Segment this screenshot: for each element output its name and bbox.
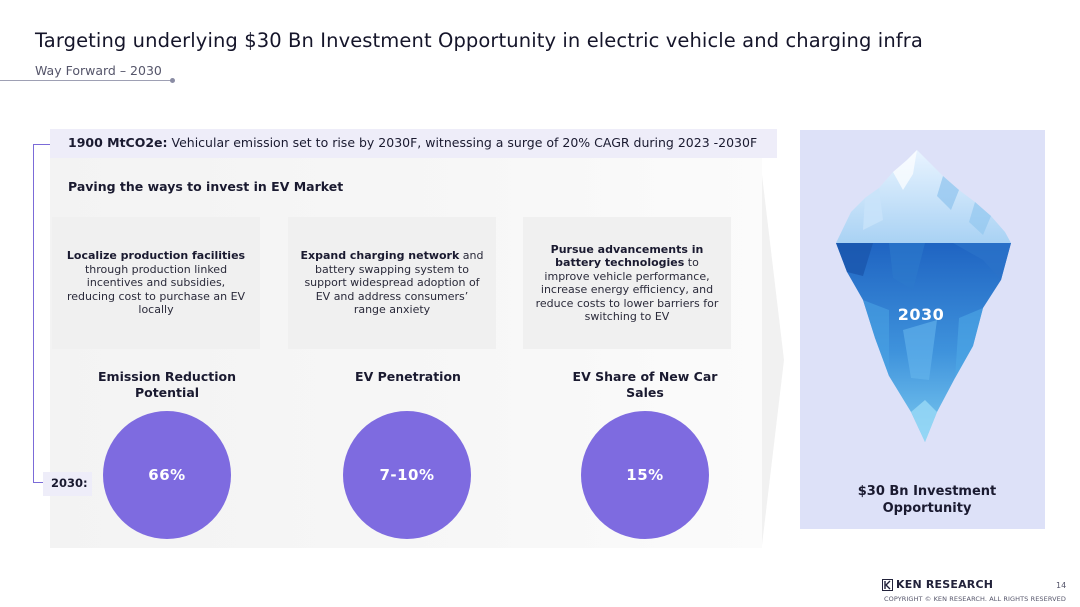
metric-circle-emission: 66% (103, 411, 231, 539)
year-label: 2030: (43, 472, 92, 496)
paving-heading: Paving the ways to invest in EV Market (68, 179, 344, 194)
card-bold-text: Expand charging network (300, 249, 460, 263)
timeline-bracket-line (33, 144, 34, 482)
metric-label-share: EV Share of New Car Sales (572, 369, 718, 400)
metric-value: 66% (148, 466, 186, 484)
metric-circle-share: 15% (581, 411, 709, 539)
metric-circle-penetration: 7-10% (343, 411, 471, 539)
strategy-card-charging: Expand charging network and battery swap… (288, 217, 496, 349)
card-text: and battery swapping system to support w… (304, 249, 484, 317)
card-text: to improve vehicle performance, increase… (535, 256, 719, 323)
subtitle-divider-dot (170, 78, 175, 83)
emission-banner: 1900 MtCO2e: Vehicular emission set to r… (50, 129, 777, 158)
brand-logo: KEN RESEARCH (882, 578, 993, 591)
iceberg-year: 2030 (897, 305, 945, 324)
arrow-chevron (762, 175, 784, 545)
timeline-bracket-bottom (33, 482, 43, 483)
card-bold-text: Pursue advancements in battery technolog… (550, 242, 704, 270)
page-subtitle: Way Forward – 2030 (35, 63, 162, 78)
page-number: 14 (1056, 581, 1067, 590)
timeline-bracket-top (33, 144, 50, 145)
metric-value: 15% (626, 466, 664, 484)
card-bold-text: Localize production facilities (66, 249, 246, 263)
copyright-text: COPYRIGHT © KEN RESEARCH. ALL RIGHTS RES… (884, 595, 1066, 603)
brand-name: KEN RESEARCH (896, 578, 994, 591)
ken-research-logo-icon (882, 578, 893, 591)
opportunity-caption: $30 Bn Investment Opportunity (857, 484, 997, 516)
card-text: through production linked incentives and… (66, 262, 246, 317)
metric-label-penetration: EV Penetration (355, 369, 461, 384)
emission-value: 1900 MtCO2e: (68, 135, 168, 150)
strategy-card-battery: Pursue advancements in battery technolog… (523, 217, 731, 349)
subtitle-divider (0, 80, 172, 81)
metric-value: 7-10% (379, 466, 435, 484)
iceberg-icon (836, 150, 1011, 442)
strategy-card-production: Localize production facilities through p… (52, 217, 260, 349)
page-title: Targeting underlying $30 Bn Investment O… (35, 29, 923, 52)
emission-text: Vehicular emission set to rise by 2030F,… (167, 135, 758, 150)
metric-label-emission: Emission Reduction Potential (98, 369, 236, 400)
